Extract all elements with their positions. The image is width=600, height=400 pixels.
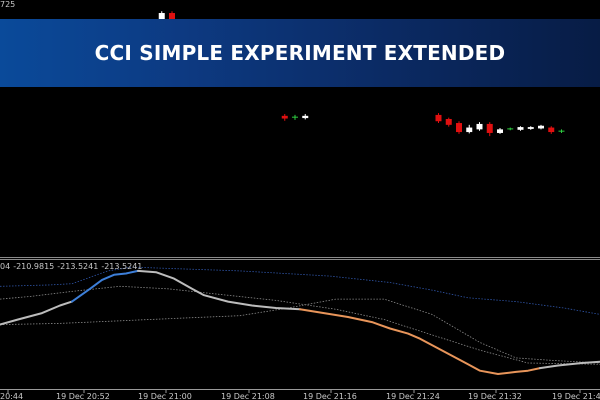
candle-body (497, 129, 503, 133)
cci-line-layer (0, 269, 600, 375)
cci-line-segment (539, 360, 600, 370)
candle-body (538, 125, 544, 129)
candle-body (169, 13, 175, 23)
candle-body (476, 123, 483, 130)
title-banner (0, 19, 600, 87)
cci-bands-layer (0, 266, 600, 365)
candle-body (281, 115, 288, 119)
panel-separator-inner (0, 259, 600, 260)
cci-value-2: -213.5241 (57, 262, 99, 271)
time-axis-line (0, 389, 600, 390)
time-tick-label: 19 Dec 21:32 (468, 392, 522, 400)
time-tick-label: 19 Dec 20:52 (56, 392, 110, 400)
candle-body (302, 115, 309, 119)
banner-title: CCI SIMPLE EXPERIMENT EXTENDED (94, 41, 506, 65)
cci-value-3: -213.5241 (101, 262, 143, 271)
cci-line-segment (299, 308, 541, 375)
time-tick-label: 19 Dec 21:24 (386, 392, 440, 400)
time-tick-label: 20:44 (0, 392, 23, 400)
top-price-label: 725 (0, 0, 16, 9)
lower-band-line (0, 298, 600, 364)
cci-value-0: 04 (0, 262, 11, 271)
time-tick-label: 19 Dec 21:40 (552, 392, 600, 400)
mid-band-line (0, 285, 600, 365)
time-axis: 20:44 19 Dec 20:52 19 Dec 21:00 19 Dec 21:0… (0, 389, 600, 400)
candle-body (456, 123, 462, 133)
upper-band-line (0, 266, 600, 315)
candle-body (158, 13, 165, 23)
cci-line-segment (71, 269, 139, 303)
candle-body (486, 123, 493, 133)
candle-body (527, 127, 534, 129)
candle-body (466, 127, 473, 133)
candle-body (445, 118, 452, 125)
time-tick-label: 19 Dec 21:00 (138, 392, 192, 400)
panel-separator[interactable] (0, 257, 600, 258)
candles-layer (158, 11, 565, 137)
time-tick-label: 19 Dec 21:08 (221, 392, 275, 400)
cci-value-1: -210.9815 (13, 262, 55, 271)
candle-body (517, 127, 524, 130)
candle-body (435, 114, 442, 122)
cci-values-readout: 04 -210.9815 -213.5241 -213.5241 (0, 262, 145, 272)
cci-line-segment (137, 269, 301, 311)
cci-line-segment (0, 300, 73, 326)
time-tick-label: 19 Dec 21:16 (303, 392, 357, 400)
candle-body (548, 127, 555, 133)
